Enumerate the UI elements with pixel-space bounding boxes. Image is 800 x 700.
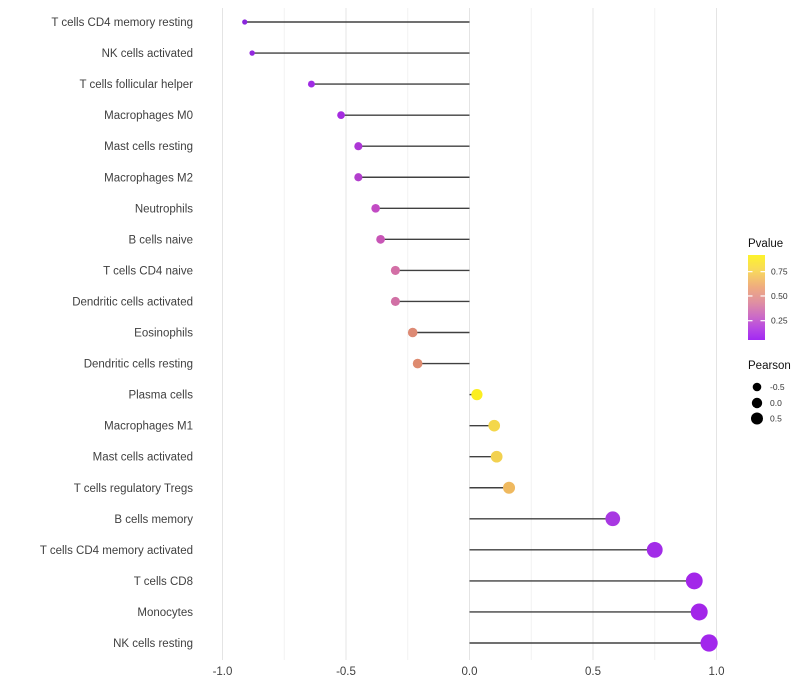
data-point (354, 173, 363, 182)
lollipop-row: Eosinophils (134, 327, 470, 340)
lollipop-row: NK cells resting (113, 634, 718, 652)
lollipop-row: T cells CD4 memory activated (40, 541, 663, 558)
lollipop-row: Mast cells resting (104, 141, 470, 153)
x-axis-tick-label: 1.0 (709, 666, 725, 678)
data-point (690, 603, 708, 621)
lollipop-row: Monocytes (137, 603, 708, 621)
x-axis-tick-label: 0.0 (462, 666, 478, 678)
data-point (354, 142, 363, 151)
pvalue-legend-tick-label: 0.50 (771, 291, 788, 301)
x-axis-tick-label: -1.0 (213, 666, 233, 678)
data-point (242, 19, 248, 25)
lollipop-row: T cells CD4 naive (103, 265, 470, 277)
lollipop-rows: T cells CD4 memory resting NK cells activ… (40, 17, 718, 652)
gridlines-major (222, 8, 717, 660)
data-point (490, 450, 503, 463)
y-axis-label: Neutrophils (135, 203, 193, 215)
lollipop-row: T cells follicular helper (79, 79, 470, 91)
y-axis-label: T cells regulatory Tregs (74, 483, 194, 495)
y-axis-label: Macrophages M1 (104, 421, 193, 433)
y-axis-label: Eosinophils (134, 328, 193, 340)
pvalue-gradient-bar (748, 255, 765, 340)
lollipop-row: Dendritic cells activated (72, 296, 470, 308)
y-axis-label: NK cells activated (102, 48, 193, 60)
data-point (471, 388, 483, 401)
pearson-legend-dot (751, 412, 763, 425)
y-axis-label: Monocytes (137, 607, 193, 619)
pvalue-legend-tick-label: 0.25 (771, 316, 788, 326)
y-axis-label: Macrophages M2 (104, 172, 193, 184)
data-point (376, 234, 385, 244)
pearson-legend-label: -0.5 (770, 382, 785, 392)
data-point (371, 204, 380, 213)
pearson-legend-label: 0.5 (770, 414, 782, 424)
data-point (685, 572, 703, 590)
lollipop-row: Neutrophils (135, 203, 470, 215)
data-point (249, 50, 255, 56)
x-axis: -1.0 -0.5 0.0 0.5 1.0 (213, 666, 725, 678)
y-axis-label: B cells naive (128, 234, 193, 246)
y-axis-label: Plasma cells (128, 390, 193, 402)
data-point (307, 80, 315, 88)
data-point (390, 296, 400, 307)
y-axis-label: T cells CD8 (134, 576, 193, 588)
data-point (390, 265, 400, 275)
lollipop-row: Macrophages M0 (104, 110, 470, 122)
data-point (646, 541, 663, 558)
pearson-legend-dot (752, 382, 762, 392)
x-axis-tick-label: -0.5 (336, 666, 356, 678)
y-axis-label: T cells follicular helper (79, 79, 193, 91)
pvalue-legend-tick-label: 0.75 (771, 267, 788, 277)
y-axis-label: Mast cells activated (93, 452, 193, 464)
y-axis-label: Dendritic cells resting (84, 359, 193, 371)
y-axis-label: Mast cells resting (104, 141, 193, 153)
lollipop-row: B cells memory (114, 511, 621, 527)
lollipop-row: Macrophages M2 (104, 172, 470, 184)
y-axis-label: Dendritic cells activated (72, 296, 193, 308)
pearson-legend: Pearson -0.5 0.0 0.5 (748, 360, 791, 425)
y-axis-label: T cells CD4 naive (103, 265, 193, 277)
y-axis-label: Macrophages M0 (104, 110, 193, 122)
y-axis-label: NK cells resting (113, 638, 193, 650)
pearson-legend-dot (751, 397, 763, 409)
lollipop-row: Macrophages M1 (104, 419, 501, 433)
data-point (407, 327, 418, 338)
pearson-legend-title: Pearson (748, 360, 791, 372)
y-axis-label: T cells CD4 memory resting (51, 17, 193, 29)
lollipop-row: T cells CD8 (134, 572, 703, 590)
data-point (337, 111, 345, 119)
data-point (605, 511, 621, 527)
data-point (503, 481, 516, 494)
pearson-legend-label: 0.0 (770, 398, 782, 408)
pvalue-legend: Pvalue 0.75 0.50 0.25 (748, 238, 788, 340)
y-axis-label: T cells CD4 memory activated (40, 545, 193, 557)
x-axis-tick-label: 0.5 (585, 666, 601, 678)
data-point (488, 419, 501, 432)
lollipop-row: T cells regulatory Tregs (74, 481, 516, 495)
pvalue-legend-title: Pvalue (748, 238, 783, 250)
lollipop-row: Plasma cells (128, 388, 483, 402)
lollipop-row: T cells CD4 memory resting (51, 17, 470, 29)
lollipop-row: Mast cells activated (93, 450, 503, 464)
lollipop-row: Dendritic cells resting (84, 359, 470, 371)
lollipop-row: NK cells activated (102, 48, 470, 60)
lollipop-row: B cells naive (128, 234, 470, 246)
data-point (700, 634, 718, 652)
data-point (412, 358, 423, 369)
y-axis-label: B cells memory (114, 514, 193, 526)
